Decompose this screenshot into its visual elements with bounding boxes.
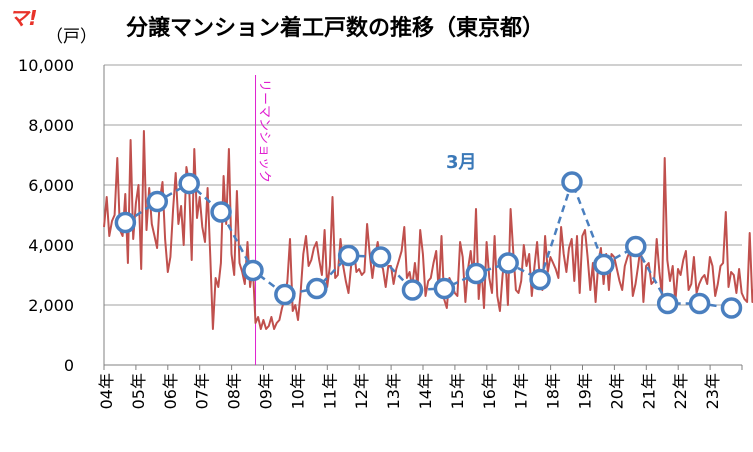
march-data-point	[561, 171, 583, 193]
y-tick-label: 4,000	[28, 236, 74, 255]
series-label: 3月	[446, 152, 477, 173]
chart-title: 分譲マンション着工戸数の推移（東京都）	[126, 16, 545, 41]
x-tick-label: 21年	[639, 373, 658, 409]
march-data-point	[178, 172, 200, 195]
march-data-point	[529, 268, 551, 291]
march-data-point	[465, 262, 488, 285]
annotation-label: リーマンショック	[257, 79, 272, 183]
y-axis-unit-label: （戸）	[46, 27, 97, 47]
x-tick-label: 15年	[448, 373, 467, 409]
x-tick-label: 08年	[225, 373, 244, 409]
march-data-point	[688, 292, 711, 315]
y-tick-label: 2,000	[28, 296, 74, 315]
x-tick-label: 23年	[703, 373, 722, 409]
x-tick-label: 04年	[97, 373, 116, 409]
march-data-point	[369, 246, 392, 268]
monthly-series-line	[103, 130, 753, 330]
y-tick-label: 8,000	[28, 116, 74, 135]
x-tick-label: 11年	[320, 373, 339, 409]
x-tick-label: 05年	[129, 373, 148, 409]
x-tick-label: 14年	[416, 373, 435, 409]
march-data-point	[306, 277, 328, 300]
x-tick-label: 18年	[544, 373, 563, 409]
x-tick-label: 13年	[384, 373, 403, 409]
march-data-point	[497, 252, 519, 274]
x-tick-label: 22年	[671, 373, 690, 409]
x-tick-label: 10年	[288, 373, 307, 409]
x-tick-label: 20年	[607, 373, 626, 409]
march-data-point	[337, 244, 360, 267]
y-tick-labels: 0 2,000 4,000 6,000 8,000 10,000	[18, 56, 74, 375]
march-data-point	[242, 259, 264, 282]
axes	[103, 65, 743, 370]
x-tick-label: 06年	[161, 373, 180, 409]
march-data-point	[401, 279, 424, 301]
y-tick-label: 10,000	[18, 56, 74, 75]
march-data-point	[720, 297, 743, 319]
x-tick-label: 09年	[257, 373, 276, 409]
march-data-point	[625, 235, 647, 258]
x-tick-label: 07年	[193, 373, 212, 409]
x-tick-label: 17年	[512, 373, 531, 409]
march-data-point	[433, 277, 456, 300]
march-data-point	[146, 190, 169, 213]
march-data-point	[114, 211, 137, 234]
x-tick-labels: 04年 05年 06年 07年 08年 09年 10年 11年 12年 13年 14年 15年 16年 1…	[97, 373, 722, 409]
series-group	[103, 130, 753, 330]
march-data-point	[274, 283, 296, 306]
brand-logo: マ!	[8, 6, 38, 30]
march-data-point	[210, 201, 232, 223]
march-data-point	[593, 253, 615, 276]
x-tick-label: 19年	[576, 373, 595, 409]
series-label-group: 3月	[446, 152, 477, 173]
y-tick-label: 0	[64, 356, 74, 375]
x-tick-label: 16年	[480, 373, 499, 409]
x-tick-label: 12年	[352, 373, 371, 409]
march-data-point	[656, 292, 679, 315]
y-tick-label: 6,000	[28, 176, 74, 195]
